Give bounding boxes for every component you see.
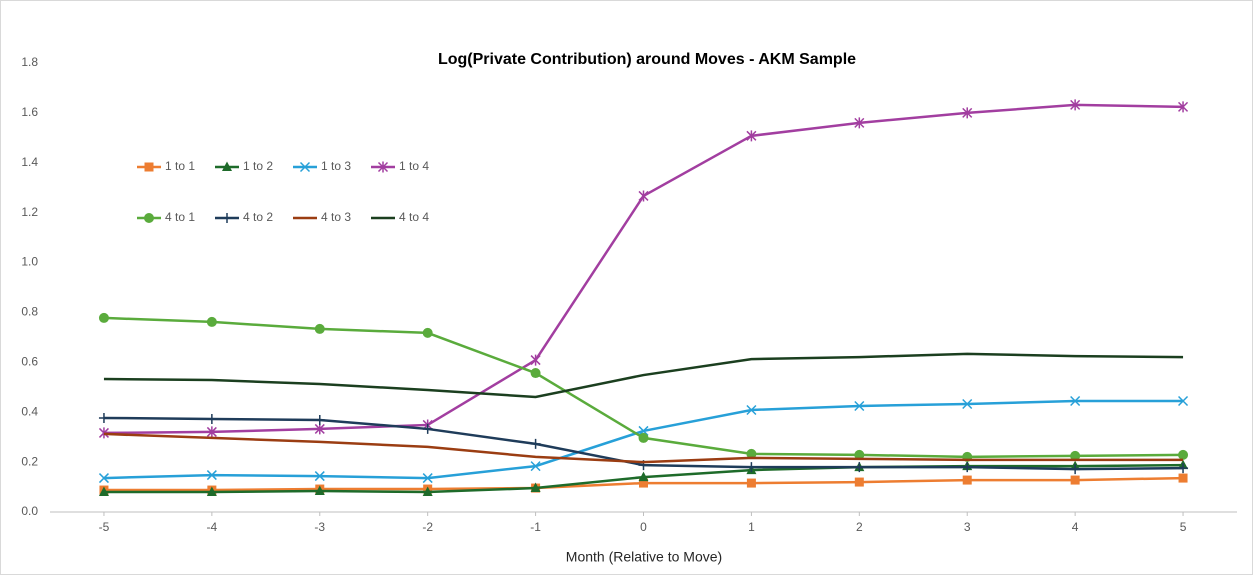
legend-label: 4 to 2 <box>243 210 273 224</box>
x-tick-label: -4 <box>207 520 218 534</box>
legend-label: 4 to 4 <box>399 210 429 224</box>
point-marker <box>1178 449 1189 460</box>
point-marker <box>530 482 541 493</box>
x-tick-label: 3 <box>964 520 971 534</box>
point-marker <box>314 423 325 435</box>
y-tick-label: 0.0 <box>21 504 38 518</box>
point-marker <box>422 423 433 434</box>
point-marker <box>638 190 649 202</box>
point-marker <box>314 414 325 425</box>
point-marker <box>962 107 973 119</box>
chart-title: Log(Private Contribution) around Moves -… <box>438 51 856 68</box>
y-tick-label: 0.6 <box>21 355 38 369</box>
point-marker <box>314 485 325 496</box>
legend-marker <box>144 162 154 172</box>
point-marker <box>422 486 433 497</box>
legend-label: 1 to 3 <box>321 159 351 173</box>
point-marker <box>1070 464 1081 475</box>
y-tick-label: 1.6 <box>21 105 38 119</box>
y-tick-label: 0.4 <box>21 404 38 418</box>
series-line <box>103 352 1184 399</box>
x-tick-label: -3 <box>314 520 325 534</box>
point-marker <box>1070 99 1081 111</box>
y-tick-label: 1.4 <box>21 155 38 169</box>
point-marker <box>422 473 433 484</box>
legend-marker <box>222 213 232 223</box>
point-marker <box>746 130 757 142</box>
y-tick-label: 1.2 <box>21 205 38 219</box>
point-marker <box>746 462 757 473</box>
legend-marker <box>377 161 389 173</box>
point-marker <box>638 471 649 482</box>
y-tick-label: 0.8 <box>21 305 38 319</box>
point-marker <box>206 470 217 481</box>
point-marker <box>530 461 541 472</box>
x-tick-label: 0 <box>640 520 647 534</box>
legend-label: 1 to 4 <box>399 159 429 173</box>
point-marker <box>1070 475 1080 485</box>
point-marker <box>746 478 756 488</box>
point-marker <box>206 316 217 327</box>
point-marker <box>530 354 541 366</box>
point-marker <box>962 475 972 485</box>
point-marker <box>746 448 757 459</box>
x-tick-label: -2 <box>422 520 433 534</box>
point-marker <box>98 412 109 423</box>
x-tick-label: -1 <box>530 520 541 534</box>
point-marker <box>639 478 648 488</box>
point-marker <box>746 404 757 416</box>
point-marker <box>854 477 864 487</box>
point-marker <box>314 471 325 482</box>
point-marker <box>98 473 109 484</box>
point-marker <box>638 432 649 443</box>
point-marker <box>1070 395 1081 407</box>
legend-label: 4 to 1 <box>165 210 195 224</box>
point-marker <box>98 427 109 439</box>
y-tick-label: 1.8 <box>21 55 38 69</box>
point-marker <box>1070 450 1081 461</box>
point-marker <box>530 368 541 379</box>
x-tick-label: 2 <box>856 520 863 534</box>
point-marker <box>1178 395 1189 407</box>
point-marker <box>854 462 865 473</box>
point-marker <box>422 327 433 338</box>
y-tick-label: 1.0 <box>21 255 38 269</box>
y-tick-label: 0.2 <box>21 454 38 468</box>
legend-marker <box>144 213 154 223</box>
point-marker <box>854 117 865 129</box>
legend-marker <box>222 161 232 171</box>
legend-label: 1 to 1 <box>165 159 195 173</box>
point-marker <box>206 486 217 497</box>
point-marker <box>854 400 865 412</box>
point-marker <box>962 462 973 473</box>
point-marker <box>206 426 217 438</box>
x-tick-label: 1 <box>748 520 755 534</box>
point-marker <box>98 486 109 497</box>
legend-marker <box>299 161 311 173</box>
point-marker <box>1178 101 1189 113</box>
x-tick-label: 5 <box>1180 520 1187 534</box>
point-marker <box>98 312 109 323</box>
series-line <box>103 432 1184 464</box>
point-marker <box>962 398 973 410</box>
point-marker <box>854 449 865 460</box>
point-marker <box>1178 463 1189 474</box>
point-marker <box>1178 473 1188 483</box>
x-tick-label: -5 <box>99 520 110 534</box>
point-marker <box>314 323 325 334</box>
legend-label: 4 to 3 <box>321 210 351 224</box>
x-axis-title: Month (Relative to Move) <box>566 549 722 565</box>
x-tick-label: 4 <box>1072 520 1079 534</box>
legend-label: 1 to 2 <box>243 159 273 173</box>
point-marker <box>206 413 217 424</box>
point-marker <box>530 438 541 449</box>
